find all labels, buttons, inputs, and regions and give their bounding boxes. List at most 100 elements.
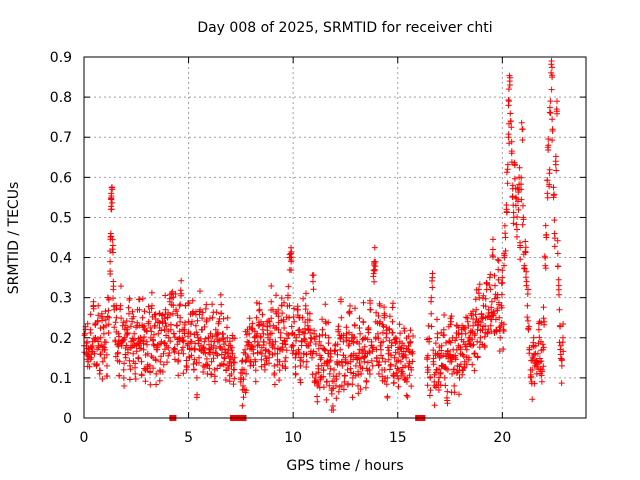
data-point — [288, 323, 295, 330]
data-point — [437, 369, 444, 376]
data-point — [258, 356, 265, 363]
data-point — [386, 366, 393, 373]
data-point — [482, 303, 489, 310]
data-point — [505, 86, 512, 93]
y-tick-label: 0.7 — [50, 130, 72, 146]
data-point — [160, 350, 167, 357]
data-point — [250, 346, 257, 353]
data-point — [451, 389, 458, 396]
data-point — [213, 309, 220, 316]
data-point — [444, 397, 451, 404]
data-point — [262, 347, 269, 354]
data-point — [500, 321, 507, 328]
data-point — [109, 236, 116, 243]
data-point — [426, 335, 433, 342]
data-point — [463, 314, 469, 321]
data-point — [103, 373, 110, 379]
data-point — [298, 354, 304, 361]
data-point — [173, 308, 180, 315]
data-point — [464, 315, 471, 321]
data-point — [545, 136, 552, 142]
data-point — [346, 309, 353, 316]
data-point — [293, 337, 299, 344]
data-point — [133, 348, 140, 355]
data-point — [469, 361, 476, 368]
data-point — [431, 402, 438, 409]
data-point — [518, 196, 525, 203]
data-point — [516, 164, 523, 171]
data-point — [391, 354, 398, 361]
data-point — [372, 334, 379, 341]
data-point — [125, 349, 131, 356]
data-point — [127, 366, 134, 373]
data-point — [124, 329, 131, 336]
data-point — [315, 369, 322, 376]
data-point — [442, 382, 449, 389]
data-point — [501, 262, 507, 269]
data-point — [440, 326, 447, 333]
data-point — [101, 355, 108, 361]
data-point — [358, 355, 364, 362]
data-point — [224, 350, 231, 357]
data-point — [272, 345, 278, 352]
data-point — [520, 202, 526, 209]
data-point — [484, 329, 491, 336]
data-point — [340, 386, 347, 393]
data-point — [126, 295, 133, 302]
data-point — [505, 97, 512, 103]
data-point — [385, 347, 392, 354]
data-point — [271, 370, 278, 377]
data-point — [502, 247, 509, 254]
data-point — [405, 343, 412, 350]
data-point — [178, 292, 184, 299]
data-point — [203, 355, 210, 362]
data-point — [544, 144, 551, 151]
data-point — [540, 363, 547, 370]
data-point — [208, 371, 214, 377]
data-point — [532, 342, 539, 349]
data-point — [102, 316, 109, 323]
data-point — [461, 326, 468, 333]
data-point — [531, 380, 538, 387]
data-point — [271, 362, 278, 369]
data-point — [461, 365, 468, 371]
data-point — [207, 351, 213, 358]
data-point — [554, 98, 560, 105]
data-point — [161, 315, 168, 322]
data-point — [111, 324, 118, 331]
data-point — [503, 169, 510, 176]
data-point — [487, 322, 494, 329]
data-point — [352, 352, 359, 359]
data-point — [397, 358, 404, 365]
data-point — [503, 208, 510, 215]
data-point — [300, 295, 307, 302]
data-point — [230, 359, 237, 366]
data-point — [544, 177, 551, 184]
data-point — [144, 350, 151, 357]
data-point — [138, 358, 145, 365]
data-point — [355, 390, 362, 397]
data-point — [375, 335, 382, 342]
data-point — [427, 374, 434, 380]
data-point — [205, 334, 212, 341]
data-point — [190, 361, 197, 368]
data-point — [200, 345, 207, 352]
data-point — [188, 338, 195, 345]
data-point — [175, 372, 182, 379]
data-point — [163, 323, 170, 330]
data-point — [142, 378, 149, 385]
data-point — [120, 366, 127, 373]
data-point — [303, 290, 309, 297]
data-point — [201, 323, 208, 330]
data-point — [136, 296, 143, 303]
data-point — [153, 346, 160, 353]
x-axis-label: GPS time / hours — [286, 458, 403, 474]
data-point — [314, 393, 321, 400]
data-point — [218, 351, 225, 358]
data-point — [126, 310, 132, 317]
x-tick-labels: 0 5 10 15 20 — [80, 430, 512, 446]
data-point — [165, 334, 172, 341]
data-point — [123, 318, 130, 324]
data-point — [400, 348, 407, 355]
data-point — [519, 137, 526, 143]
